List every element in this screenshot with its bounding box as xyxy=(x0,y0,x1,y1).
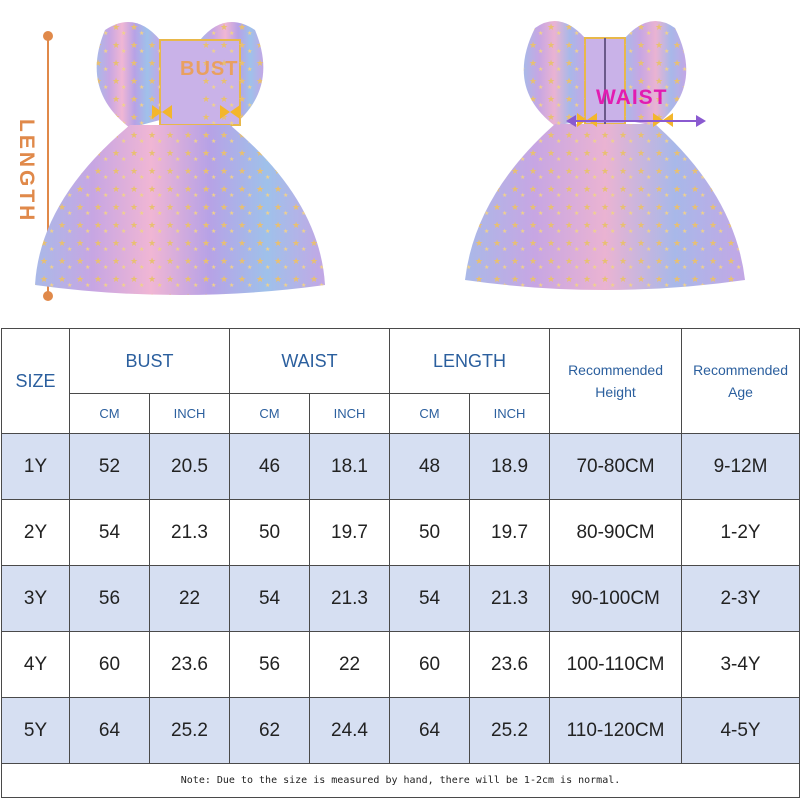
header-waist-cm: CM xyxy=(229,393,311,434)
cell-waist-inch: 21.3 xyxy=(309,565,391,632)
cell-bust-cm: 60 xyxy=(69,631,150,698)
cell-bust-inch: 23.6 xyxy=(148,631,231,698)
header-bust-inch: INCH xyxy=(148,393,231,434)
header-bust: BUST xyxy=(68,328,231,394)
cell-length-cm: 50 xyxy=(389,499,471,566)
cell-bust-cm: 54 xyxy=(69,499,150,566)
cell-length-cm: 60 xyxy=(389,631,471,698)
cell-age: 1-2Y xyxy=(681,499,800,566)
cell-bust-inch: 21.3 xyxy=(148,499,231,566)
header-recommended-age: Recommended Age xyxy=(681,328,800,434)
cell-waist-cm: 56 xyxy=(229,631,311,698)
cell-length-inch: 25.2 xyxy=(469,697,551,764)
cell-size: 4Y xyxy=(1,631,70,698)
cell-waist-cm: 54 xyxy=(229,565,311,632)
cell-age: 9-12M xyxy=(681,433,800,500)
cell-waist-inch: 19.7 xyxy=(309,499,391,566)
table-row: 1Y 52 20.5 46 18.1 48 18.9 70-80CM 9-12M xyxy=(1,433,800,500)
header-waist: WAIST xyxy=(229,328,391,394)
cell-length-inch: 21.3 xyxy=(469,565,551,632)
cell-height: 110-120CM xyxy=(549,697,683,764)
header-waist-inch: INCH xyxy=(309,393,391,434)
header-length-cm: CM xyxy=(389,393,471,434)
cell-size: 3Y xyxy=(1,565,70,632)
cell-length-cm: 48 xyxy=(389,433,471,500)
cell-size: 1Y xyxy=(1,433,70,500)
cell-waist-cm: 62 xyxy=(229,697,311,764)
bust-label: BUST xyxy=(180,58,239,80)
table-row: 4Y 60 23.6 56 22 60 23.6 100-110CM 3-4Y xyxy=(1,631,800,698)
cell-bust-cm: 64 xyxy=(69,697,150,764)
cell-height: 70-80CM xyxy=(549,433,683,500)
cell-waist-inch: 18.1 xyxy=(309,433,391,500)
cell-length-inch: 19.7 xyxy=(469,499,551,566)
cell-bust-inch: 20.5 xyxy=(148,433,231,500)
cell-length-inch: 23.6 xyxy=(469,631,551,698)
dress-back-image: ★ ★ xyxy=(455,0,755,305)
product-images: LENGTH ★ ★ xyxy=(0,0,800,325)
header-length: LENGTH xyxy=(389,328,551,394)
cell-size: 2Y xyxy=(1,499,70,566)
cell-waist-cm: 50 xyxy=(229,499,311,566)
size-note: Note: Due to the size is measured by han… xyxy=(0,763,800,798)
cell-length-cm: 64 xyxy=(389,697,471,764)
header-length-inch: INCH xyxy=(469,393,551,434)
cell-bust-cm: 56 xyxy=(69,565,150,632)
header-size: SIZE xyxy=(1,328,70,434)
cell-height: 100-110CM xyxy=(549,631,683,698)
size-chart-table: SIZE BUST WAIST LENGTH Recommended Heigh… xyxy=(0,328,800,798)
table-row: 3Y 56 22 54 21.3 54 21.3 90-100CM 2-3Y xyxy=(1,565,800,632)
table-row: 5Y 64 25.2 62 24.4 64 25.2 110-120CM 4-5… xyxy=(1,697,800,764)
waist-label: WAIST xyxy=(596,86,668,109)
header-recommended-height: Recommended Height xyxy=(549,328,683,434)
cell-length-cm: 54 xyxy=(389,565,471,632)
cell-length-inch: 18.9 xyxy=(469,433,551,500)
cell-height: 90-100CM xyxy=(549,565,683,632)
length-label: LENGTH xyxy=(15,118,38,224)
waist-measure-arrow xyxy=(566,115,706,127)
table-row: 2Y 54 21.3 50 19.7 50 19.7 80-90CM 1-2Y xyxy=(1,499,800,566)
header-bust-cm: CM xyxy=(69,393,150,434)
cell-age: 3-4Y xyxy=(681,631,800,698)
cell-waist-cm: 46 xyxy=(229,433,311,500)
cell-waist-inch: 22 xyxy=(309,631,391,698)
cell-bust-inch: 25.2 xyxy=(148,697,231,764)
cell-age: 2-3Y xyxy=(681,565,800,632)
note-row: Note: Due to the size is measured by han… xyxy=(0,763,800,798)
cell-bust-inch: 22 xyxy=(148,565,231,632)
cell-bust-cm: 52 xyxy=(69,433,150,500)
dress-front-image: ★ ★ xyxy=(20,0,340,310)
cell-size: 5Y xyxy=(1,697,70,764)
cell-height: 80-90CM xyxy=(549,499,683,566)
cell-waist-inch: 24.4 xyxy=(309,697,391,764)
cell-age: 4-5Y xyxy=(681,697,800,764)
